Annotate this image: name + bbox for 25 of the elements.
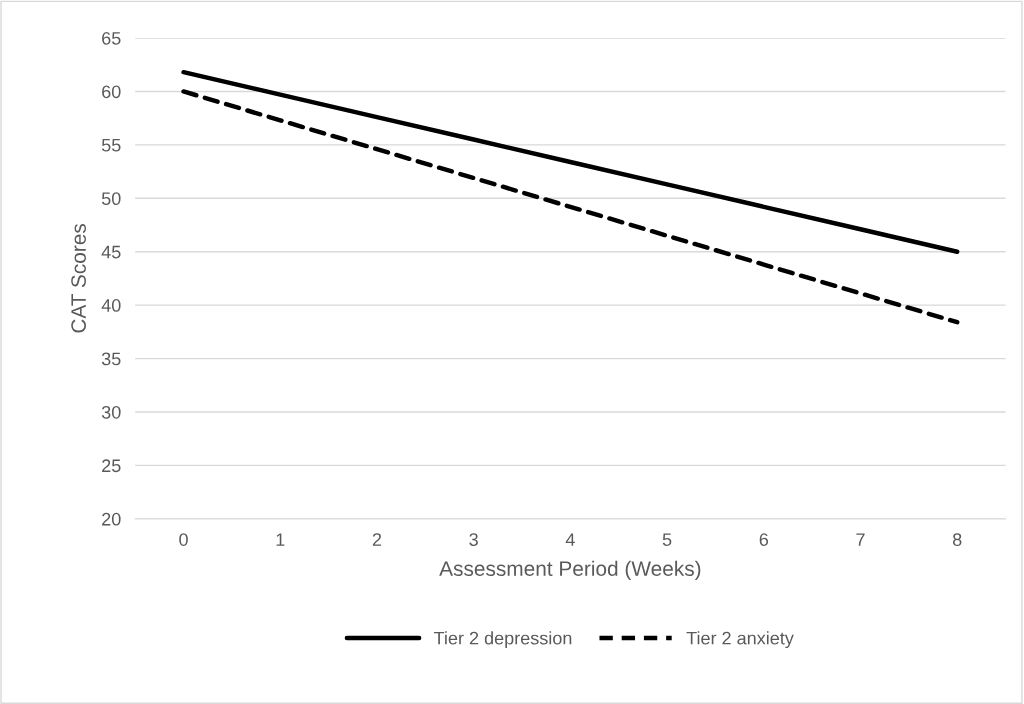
legend-label: Tier 2 anxiety bbox=[686, 631, 794, 649]
x-tick-label: 7 bbox=[856, 533, 865, 546]
line-series bbox=[181, 69, 960, 254]
y-tick-label: 25 bbox=[102, 459, 121, 473]
x-tick-label: 5 bbox=[662, 533, 672, 546]
y-tick-label: 30 bbox=[101, 405, 121, 419]
x-tick-label: 4 bbox=[565, 533, 575, 546]
x-tick-label: 6 bbox=[759, 533, 769, 546]
x-axis-title: Assessment Period (Weeks) bbox=[439, 560, 701, 581]
legend-label: Tier 2 depression bbox=[433, 631, 572, 649]
y-tick-label: 20 bbox=[102, 512, 121, 526]
y-tick-label: 65 bbox=[102, 31, 121, 45]
x-tick-label: 1 bbox=[276, 533, 285, 546]
x-tick-label: 8 bbox=[952, 533, 962, 546]
y-tick-label: 55 bbox=[101, 138, 121, 152]
y-tick-label: 60 bbox=[102, 85, 121, 99]
x-tick-label: 2 bbox=[372, 533, 382, 546]
y-axis-title: CAT Scores bbox=[71, 223, 86, 333]
x-tick-label: 0 bbox=[179, 533, 188, 546]
y-tick-label: 50 bbox=[101, 192, 121, 206]
y-tick-label: 45 bbox=[101, 245, 121, 259]
x-tick-label: 3 bbox=[469, 533, 478, 546]
y-tick-label: 35 bbox=[101, 352, 121, 366]
y-tick-label: 40 bbox=[101, 299, 121, 312]
line-series bbox=[181, 89, 960, 325]
